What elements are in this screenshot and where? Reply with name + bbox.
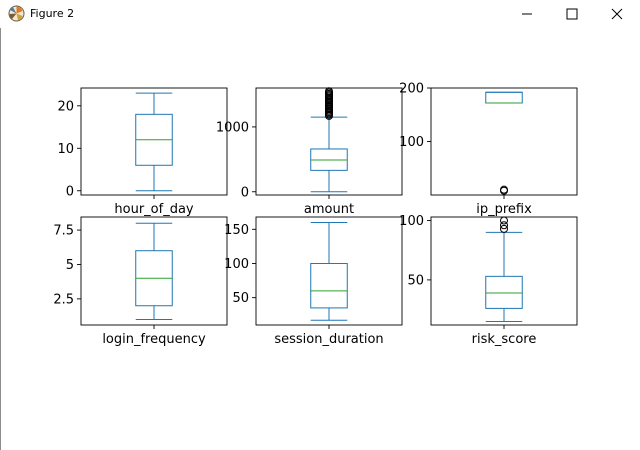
x-tick-label: risk_score xyxy=(472,332,537,347)
x-tick-label: amount xyxy=(304,202,354,217)
y-tick-label: 5 xyxy=(66,258,74,273)
y-tick-label: 0 xyxy=(241,185,249,200)
y-tick-label: 10 xyxy=(57,142,74,157)
y-tick-label: 100 xyxy=(399,214,424,229)
figure-canvas: 0 10 20 hour_of_day 0 1000 amount 100 200 ip_pref… xyxy=(53,82,578,347)
y-tick-label: 2.5 xyxy=(53,292,74,307)
subplot-amount: 0 1000 amount xyxy=(216,87,403,217)
iqr-box xyxy=(485,275,523,309)
x-tick-label: hour_of_day xyxy=(114,202,194,217)
maximize-button[interactable] xyxy=(549,0,595,28)
iqr-box xyxy=(310,262,348,309)
subplot-ip_prefix: 100 200 ip_prefix xyxy=(399,82,578,217)
y-tick-label: 20 xyxy=(57,99,74,114)
y-tick-label: 0 xyxy=(66,184,74,199)
y-tick-label: 50 xyxy=(232,291,249,306)
minimize-icon xyxy=(522,13,532,15)
y-tick-label: 100 xyxy=(224,257,249,272)
y-tick-label: 50 xyxy=(407,273,424,288)
subplot-hour_of_day: 0 10 20 hour_of_day xyxy=(57,87,228,217)
title-bar[interactable]: Figure 2 xyxy=(0,0,640,28)
outlier-point xyxy=(500,224,508,233)
x-tick-label: session_duration xyxy=(274,332,383,347)
y-tick-label: 150 xyxy=(224,223,249,238)
y-tick-label: 100 xyxy=(399,135,424,150)
window-title: Figure 2 xyxy=(30,7,75,20)
x-tick-label: login_frequency xyxy=(102,332,206,347)
outlier-point xyxy=(325,87,333,96)
subplot-risk_score: 50 100 risk_score xyxy=(399,214,578,347)
window-left-border xyxy=(0,0,1,450)
subplot-session_duration: 50 100 150 session_duration xyxy=(224,216,403,347)
y-tick-label: 7.5 xyxy=(53,224,74,239)
minimize-button[interactable] xyxy=(504,0,550,28)
close-button[interactable] xyxy=(594,0,640,28)
outlier-point xyxy=(500,216,508,225)
y-tick-label: 1000 xyxy=(216,120,249,135)
close-icon xyxy=(611,8,623,20)
y-tick-label: 200 xyxy=(399,82,424,97)
axes-frame xyxy=(430,87,578,196)
maximize-icon xyxy=(566,8,578,20)
outlier-point xyxy=(500,185,508,194)
matplotlib-logo-icon xyxy=(8,5,25,22)
outlier-point xyxy=(500,221,508,230)
subplot-login_frequency: 2.5 5 7.5 login_frequency xyxy=(53,216,228,347)
x-tick-label: ip_prefix xyxy=(476,202,532,217)
